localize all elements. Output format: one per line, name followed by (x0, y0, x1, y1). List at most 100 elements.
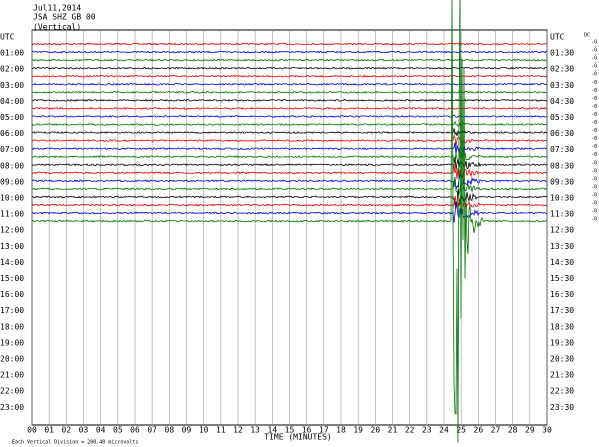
x-label: 10 (199, 426, 209, 435)
x-label: 21 (388, 426, 398, 435)
hour-label: 07:00 (0, 145, 24, 154)
x-label: 15 (285, 426, 295, 435)
half-hour-label: 23:30 (550, 403, 574, 412)
half-hour-label: 20:30 (550, 355, 574, 364)
x-label: 11 (216, 426, 226, 435)
x-label: 07 (147, 426, 157, 435)
hour-label: 20:00 (0, 355, 24, 364)
x-label: 30 (542, 426, 552, 435)
x-label: 28 (508, 426, 518, 435)
half-hour-label: 18:30 (550, 322, 574, 331)
hour-label: 15:00 (0, 274, 24, 283)
header-station: JSA SHZ GB 00 (33, 13, 96, 22)
x-label: 16 (302, 426, 312, 435)
half-hour-label: 09:30 (550, 177, 574, 186)
hour-label: 08:00 (0, 161, 24, 170)
half-hour-label: 13:30 (550, 242, 574, 251)
half-hour-label: 21:30 (550, 371, 574, 380)
x-label: 22 (405, 426, 415, 435)
hour-label: 02:00 (0, 65, 24, 74)
x-label: 29 (525, 426, 535, 435)
header-date: Jul11,2014 (33, 4, 81, 13)
dc-offset: -0 (591, 88, 597, 94)
x-label: 20 (371, 426, 381, 435)
x-label: 26 (474, 426, 484, 435)
dc-offset: -0 (591, 80, 597, 86)
hour-label: 19:00 (0, 338, 24, 347)
trace (31, 134, 548, 146)
hour-label: 17:00 (0, 306, 24, 315)
half-hour-label: 01:30 (550, 49, 574, 58)
x-label: 12 (233, 426, 243, 435)
half-hour-label: 07:30 (550, 145, 574, 154)
trace (31, 50, 548, 54)
traces (31, 0, 548, 443)
x-title: TIME (MINUTES) (264, 433, 331, 442)
x-label: 18 (336, 426, 346, 435)
half-hour-label: 15:30 (550, 274, 574, 283)
x-label: 14 (268, 426, 278, 435)
trace (31, 66, 548, 70)
trace (31, 42, 548, 46)
x-label: 01 (44, 426, 54, 435)
dc-offset: -0 (591, 176, 597, 182)
hour-label: 09:00 (0, 177, 24, 186)
trace (31, 74, 548, 78)
dc-offset: -0 (591, 104, 597, 110)
dc-offset: -0 (591, 152, 597, 158)
dc-offset: -0 (591, 112, 597, 118)
hour-label: 18:00 (0, 322, 24, 331)
trace (31, 151, 548, 163)
dc-offset: -0 (591, 201, 597, 207)
x-label: 19 (353, 426, 363, 435)
dc-offset: -0 (591, 48, 597, 54)
dc-offset: -0 (591, 209, 597, 215)
hour-label: 10:00 (0, 194, 24, 203)
x-label: 03 (79, 426, 89, 435)
trace (31, 128, 548, 137)
trace (31, 120, 548, 127)
x-label: 02 (62, 426, 72, 435)
trace (31, 90, 548, 94)
half-hour-label: 11:30 (550, 210, 574, 219)
labels: 00 01 02 03 04 05 06 07 08 09 10 11 12 13 14 15 16 17 18 19… (0, 33, 597, 435)
footer-note: Each Vertical Division = 200.40 microvol… (12, 440, 138, 446)
dc-offset: -0 (591, 128, 597, 134)
trace (31, 98, 548, 102)
x-label: 17 (319, 426, 329, 435)
hour-label: 14:00 (0, 258, 24, 267)
trace (31, 0, 548, 443)
dc-offset: -0 (591, 64, 597, 70)
half-hour-label: 03:30 (550, 81, 574, 90)
x-label: 08 (165, 426, 175, 435)
hour-label: 12:00 (0, 226, 24, 235)
dc-label: DC (584, 33, 590, 39)
dc-offset: -0 (591, 144, 597, 150)
half-hour-label: 08:30 (550, 161, 574, 170)
dc-offset: -0 (591, 136, 597, 142)
hour-label: 03:00 (0, 81, 24, 90)
x-label: 00 (27, 426, 37, 435)
hour-label: 11:00 (0, 210, 24, 219)
x-label: 09 (182, 426, 192, 435)
x-label: 24 (439, 426, 449, 435)
dc-offset: -0 (591, 40, 597, 46)
half-hour-label: 17:30 (550, 306, 574, 315)
dc-offset: -0 (591, 192, 597, 198)
half-hour-label: 05:30 (550, 113, 574, 122)
trace (31, 58, 548, 62)
half-hour-label: 19:30 (550, 338, 574, 347)
hour-label: 05:00 (0, 113, 24, 122)
dc-offset: -0 (591, 184, 597, 190)
trace (31, 106, 548, 110)
x-label: 23 (422, 426, 432, 435)
half-hour-label: 04:30 (550, 97, 574, 106)
hour-label: 23:00 (0, 403, 24, 412)
hour-label: 04:00 (0, 97, 24, 106)
hour-label: 16:00 (0, 290, 24, 299)
header-component: (Vertical) (33, 23, 81, 32)
x-label: 27 (491, 426, 501, 435)
hour-label: UTC (0, 33, 15, 42)
trace (31, 82, 548, 86)
